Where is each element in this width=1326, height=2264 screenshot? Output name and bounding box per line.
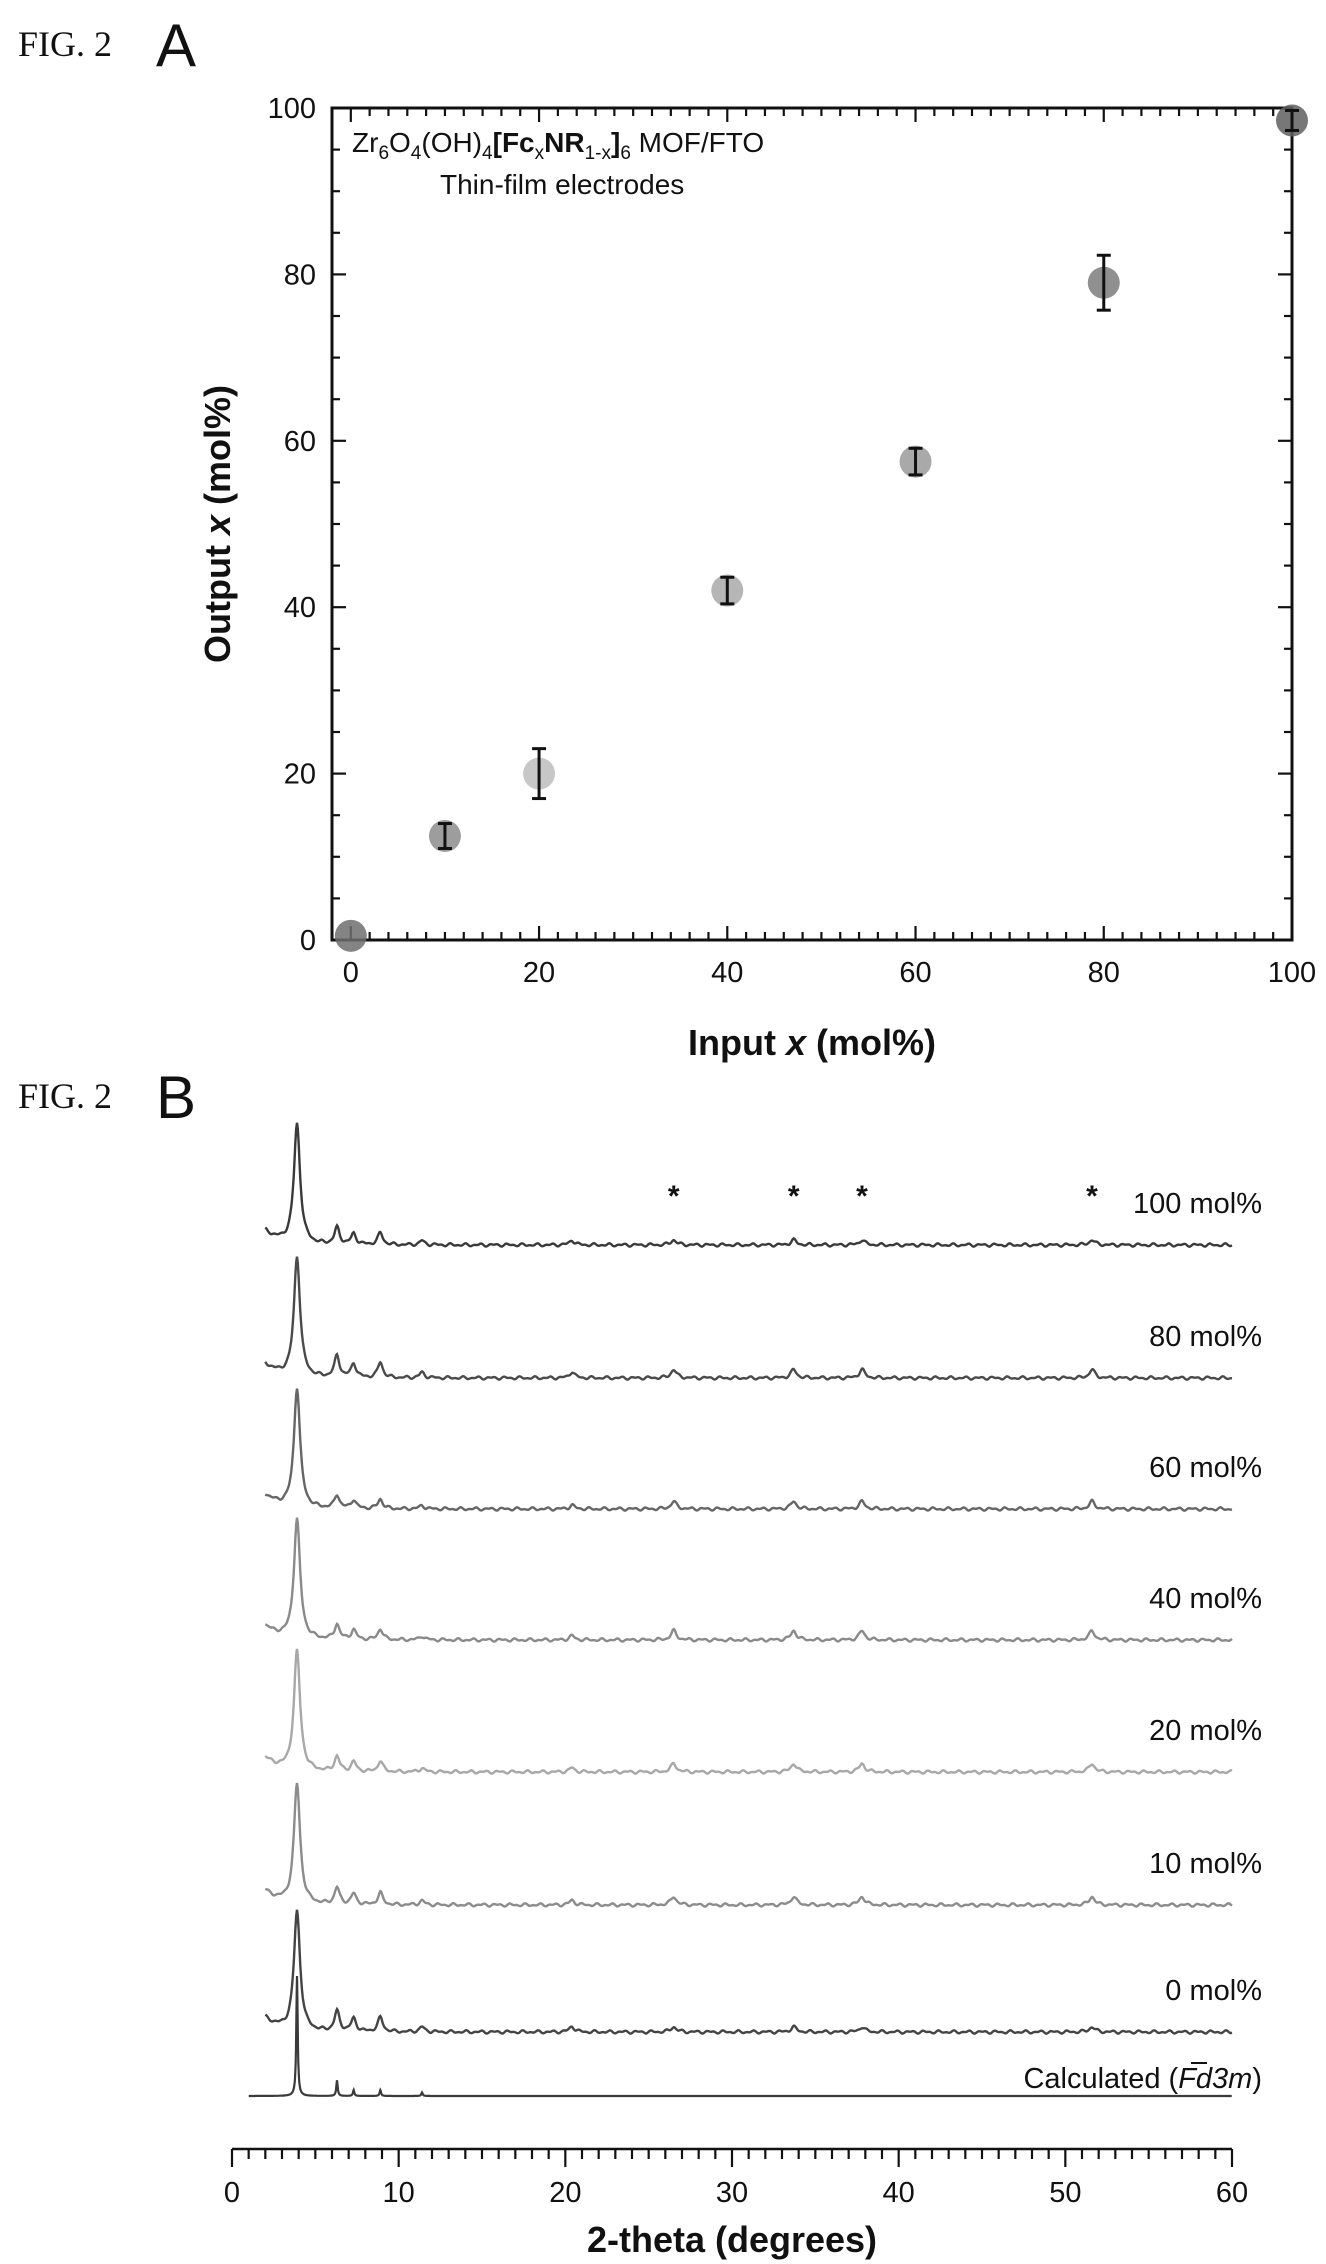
xrd-trace bbox=[264, 1517, 1233, 1643]
formula-oh: (OH) bbox=[421, 127, 482, 158]
trace-label: 10 mol% bbox=[1149, 1848, 1262, 1880]
formula-fc: Fc bbox=[502, 127, 535, 158]
x-tick-label: 80 bbox=[1088, 957, 1120, 989]
xrd-trace bbox=[264, 1388, 1233, 1512]
legend-thin-film: Thin-film electrodes bbox=[440, 169, 684, 200]
panel-letter-b: B bbox=[156, 1064, 196, 1131]
trace-label: 20 mol% bbox=[1149, 1715, 1262, 1747]
x-tick-label: 0 bbox=[343, 957, 359, 989]
y-title-2: (mol%) bbox=[197, 385, 238, 515]
plot-a-x-axis-title: Input x (mol%) bbox=[688, 1022, 936, 1063]
asterisk-marker: * bbox=[856, 1180, 868, 1213]
data-point bbox=[428, 820, 461, 852]
asterisk-marker: * bbox=[668, 1180, 680, 1213]
x-tick-label: 100 bbox=[1268, 957, 1316, 989]
plot-a-data-points bbox=[334, 104, 1308, 952]
formula-sub-6: 6 bbox=[378, 143, 389, 164]
trace-label: 100 mol% bbox=[1133, 1188, 1262, 1220]
xrd-trace-labels: 100 mol% 80 mol% 60 mol% 40 mol% 20 mol% 10 m… bbox=[1133, 1188, 1262, 2007]
x-title-2: (mol%) bbox=[806, 1022, 936, 1063]
asterisk-marker: * bbox=[1086, 1180, 1098, 1213]
formula-sub-6b: 6 bbox=[620, 143, 631, 164]
xrd-traces bbox=[248, 1122, 1233, 2098]
data-point bbox=[334, 919, 367, 952]
legend-formula: Zr6O4(OH)4[FcxNR1-x]6 MOF/FTO bbox=[352, 127, 764, 164]
formula-sub-4: 4 bbox=[411, 143, 422, 164]
trace-label: 80 mol% bbox=[1149, 1321, 1262, 1353]
formula-o: O bbox=[389, 127, 411, 158]
data-point bbox=[711, 574, 744, 607]
formula-lb: [ bbox=[493, 127, 502, 158]
fig-label-b: FIG. 2 bbox=[18, 1076, 112, 1116]
x-tick-label: 40 bbox=[711, 957, 743, 989]
formula-sub-1x: 1-x bbox=[585, 143, 612, 164]
xrd-trace bbox=[264, 1256, 1233, 1381]
x-title-1: Input bbox=[688, 1022, 786, 1063]
y-title-var: x bbox=[197, 513, 238, 537]
calc-prefix: Calculated ( bbox=[1023, 2063, 1178, 2095]
xrd-trace bbox=[264, 1909, 1233, 2035]
x-tick-label: 20 bbox=[549, 2177, 581, 2209]
plot-b-x-axis-title: 2-theta (degrees) bbox=[587, 2219, 877, 2260]
y-tick-label: 100 bbox=[268, 93, 316, 125]
plot-a-y-axis-title: Output x (mol%) bbox=[197, 385, 238, 663]
trace-label: 40 mol% bbox=[1149, 1583, 1262, 1615]
data-point bbox=[1087, 253, 1120, 312]
trace-label: 0 mol% bbox=[1165, 1975, 1262, 2007]
formula-rb: ] bbox=[611, 127, 620, 158]
trace-label: 60 mol% bbox=[1149, 1452, 1262, 1484]
y-tick-label: 60 bbox=[284, 426, 316, 458]
x-tick-label: 0 bbox=[224, 2177, 240, 2209]
x-tick-label: 60 bbox=[1216, 2177, 1248, 2209]
y-tick-label: 0 bbox=[300, 925, 316, 957]
formula-tail: MOF/FTO bbox=[631, 127, 764, 158]
x-title-var: x bbox=[784, 1022, 808, 1063]
data-point bbox=[899, 445, 932, 478]
formula-zr: Zr bbox=[352, 127, 378, 158]
data-point bbox=[1276, 104, 1308, 137]
x-tick-label: 20 bbox=[523, 957, 555, 989]
formula-nr: NR bbox=[544, 127, 584, 158]
point-marker bbox=[334, 919, 367, 952]
plot-a-frame bbox=[330, 106, 1294, 942]
x-tick-label: 10 bbox=[383, 2177, 415, 2209]
xrd-trace bbox=[264, 1122, 1233, 1248]
formula-sub-x: x bbox=[535, 143, 545, 164]
y-tick-label: 40 bbox=[284, 592, 316, 624]
calc-space-group: Fd3m bbox=[1178, 2063, 1252, 2095]
y-title-1: Output bbox=[197, 535, 238, 663]
xrd-trace bbox=[264, 1648, 1233, 1775]
calc-suffix: ) bbox=[1252, 2063, 1262, 2095]
xrd-trace bbox=[264, 1782, 1233, 1908]
y-tick-label: 20 bbox=[284, 759, 316, 791]
x-tick-label: 40 bbox=[883, 2177, 915, 2209]
xrd-plot-b: 100 mol%80 mol%60 mol%40 mol%20 mol%10 m… bbox=[224, 1122, 1262, 2260]
fig-label-a: FIG. 2 bbox=[18, 24, 112, 64]
plot-a-y-ticks: 0 20 40 60 80 100 bbox=[268, 93, 1292, 957]
asterisk-marker: * bbox=[788, 1180, 800, 1213]
plot-a-x-ticks: 0 20 40 60 80 100 bbox=[343, 108, 1316, 989]
x-tick-label: 60 bbox=[899, 957, 931, 989]
calculated-trace bbox=[248, 1975, 1232, 2098]
substrate-peak-markers: * * * * bbox=[668, 1180, 1098, 1213]
plot-b-x-ticks: 0 10 20 30 40 50 60 bbox=[224, 2149, 1248, 2209]
y-tick-label: 80 bbox=[284, 259, 316, 291]
formula-sub-4b: 4 bbox=[482, 143, 493, 164]
calculated-pattern-label: Calculated (Fd3m) bbox=[1023, 2063, 1262, 2095]
x-tick-label: 50 bbox=[1049, 2177, 1081, 2209]
x-tick-label: 30 bbox=[716, 2177, 748, 2209]
panel-letter-a: A bbox=[156, 12, 196, 79]
data-point bbox=[523, 747, 556, 801]
